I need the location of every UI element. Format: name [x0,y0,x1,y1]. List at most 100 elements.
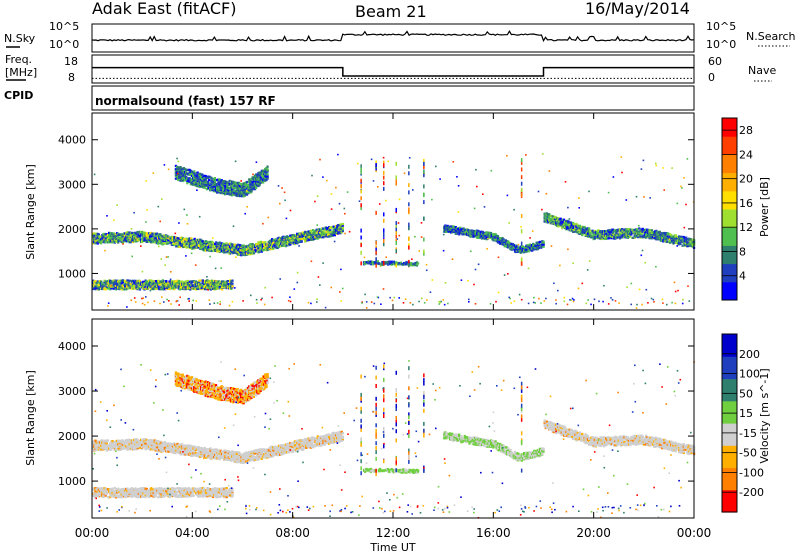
streak-cell [423,193,425,198]
data-cell [621,231,624,235]
data-cell [95,282,98,285]
data-cell [581,227,584,230]
data-cell [260,169,263,172]
data-cell [97,288,100,291]
data-cell [95,285,98,288]
data-cell [575,224,578,228]
speckle-cell [348,230,351,233]
data-cell [533,245,536,249]
data-cell [328,227,331,230]
speckle-cell [403,172,406,175]
data-cell [623,234,626,238]
data-cell [674,237,677,240]
streak-cell [423,173,425,178]
data-cell [154,280,158,283]
speckle-cell [457,185,460,187]
data-cell [651,231,655,235]
speckle-cell [473,207,476,210]
data-cell [447,228,450,232]
data-cell [478,235,481,238]
data-cell [138,440,141,443]
nsearch-label: N.Search [746,30,796,43]
speckle-cell [451,258,454,260]
data-cell [110,440,113,443]
data-cell [191,283,194,287]
data-cell [529,247,533,250]
data-cell [93,440,96,443]
ground-cell [209,303,211,305]
data-cell [264,241,267,244]
data-cell [249,244,252,248]
data-cell [266,243,269,246]
colorbar-tick-label: 20 [739,173,753,186]
data-cell [322,236,325,239]
data-cell [185,237,188,240]
data-cell [174,243,177,246]
data-cell [182,167,186,170]
data-cell [316,237,319,240]
speckle-cell [640,168,643,170]
data-cell [518,248,521,251]
speckle-cell [577,287,580,290]
data-cell [159,234,162,237]
data-cell [115,441,119,445]
data-cell [260,177,263,181]
data-cell [227,189,230,192]
data-cell [211,186,214,189]
streak-cell [423,158,425,163]
data-cell [112,237,115,240]
data-cell [234,251,237,254]
data-cell [160,282,163,285]
data-cell [177,166,180,169]
data-cell [493,238,496,241]
data-cell [217,250,220,253]
speckle-cell [527,267,530,270]
data-cell [678,243,681,246]
data-cell [226,183,229,186]
speckle-cell [561,227,563,230]
streak-cell [360,250,362,255]
data-cell [169,237,172,240]
speckle-cell [564,181,567,183]
data-cell [203,246,206,249]
data-cell [201,281,204,284]
data-cell [187,172,190,175]
data-cell [111,442,114,445]
data-cell [141,239,144,242]
ground-cell [513,300,516,303]
data-cell [187,287,191,290]
speckle-cell [298,245,300,247]
data-cell [315,234,318,238]
speckle-cell [572,262,574,265]
speckle-cell [411,258,413,260]
ground-cell [647,302,649,304]
data-cell [494,233,497,236]
data-cell [176,279,179,282]
data-cell [111,283,114,286]
colorbar-swatch [722,154,737,174]
data-cell [144,235,147,238]
data-cell [472,229,476,233]
speckle-cell [158,245,160,248]
speckle-cell [92,232,94,235]
data-cell [504,239,507,242]
data-cell [261,181,265,184]
ground-cell [570,299,573,301]
freq-unit-label: [MHz] [5,66,37,79]
data-cell [218,189,221,192]
data-cell [603,233,607,236]
speckle-cell [452,161,455,163]
data-cell [96,242,99,245]
speckle-cell [145,221,147,223]
data-cell [136,438,139,442]
data-cell [104,233,107,236]
data-cell [118,238,121,241]
streak-cell [395,234,397,239]
data-cell [655,235,658,238]
speckle-cell [234,160,237,163]
ground-cell [555,299,557,301]
data-cell [150,286,153,290]
data-cell [643,231,647,234]
data-cell [127,447,130,450]
data-cell [150,233,153,236]
